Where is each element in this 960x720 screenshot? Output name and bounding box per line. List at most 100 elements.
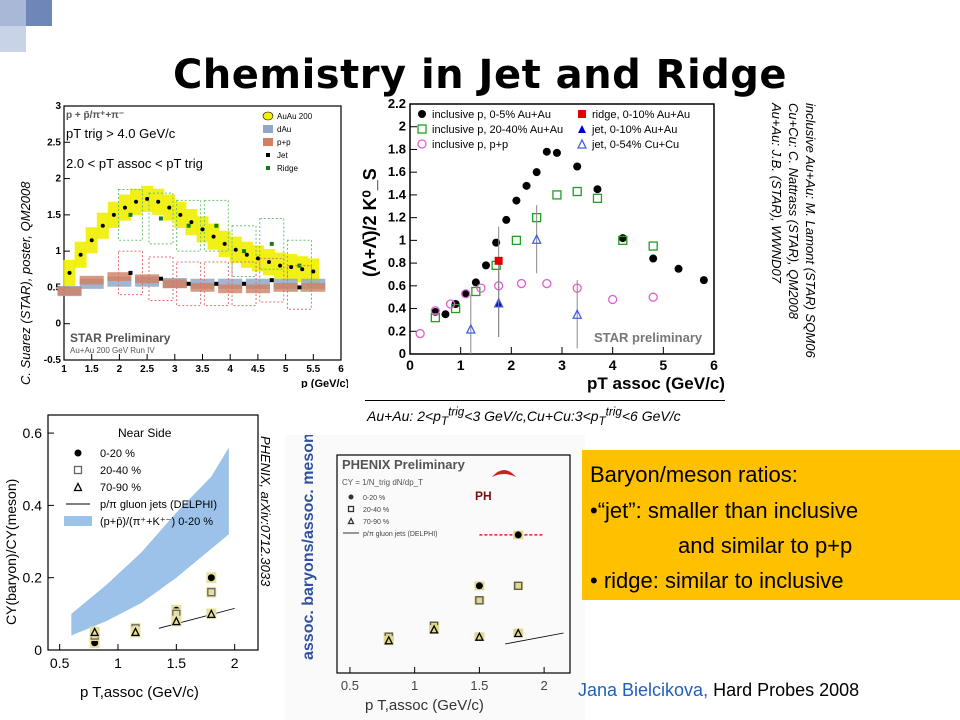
chart-title: p + p̄/π⁺+π⁻ [66, 110, 124, 121]
x-tick-label: 5.5 [306, 364, 320, 375]
auau-point [311, 269, 316, 274]
y-tick-label: 0.2 [23, 570, 43, 586]
jet-box [148, 256, 174, 301]
x-tick-label: 4 [609, 357, 617, 373]
data-point [415, 328, 425, 339]
legend-marker [347, 517, 355, 525]
legend-label: inclusive p, 20-40% Au+Au [432, 124, 563, 136]
x-axis-label: p T,assoc (GeV/c) [80, 684, 199, 701]
x-tick-label: 3.5 [196, 364, 210, 375]
annotation-trig: pT trig > 4.0 GeV/c [66, 126, 176, 141]
sys-box [206, 586, 217, 598]
y-tick-label: 0.4 [23, 497, 43, 513]
data-point [384, 635, 394, 645]
x-tick-label: 4.5 [251, 364, 265, 375]
jet-point [186, 281, 191, 286]
pp-band [135, 274, 160, 284]
ridge-box [117, 188, 143, 241]
y-axis-label: assoc. baryons/assoc. mesons [300, 435, 317, 660]
sys-box [383, 635, 394, 645]
y-tick-label: 0.8 [388, 255, 406, 270]
corner-square-1 [0, 0, 26, 26]
x-tick-label: 2 [117, 364, 123, 375]
jet-box [259, 257, 285, 303]
sys-box [206, 608, 217, 620]
data-point [445, 299, 456, 309]
pp-band [301, 283, 326, 292]
chart-lambda-k0s: 0 1 2 3 4 5 6 0 0.2 0.4 0.6 0.8 1 1.2 1.4 1.6 1.8 2 2.2 (Λ+… [360, 96, 725, 393]
footer-conference: Hard Probes 2008 [708, 680, 860, 700]
data-point [608, 294, 618, 305]
pp-band [273, 283, 298, 292]
x-tick-label: 2 [540, 678, 547, 693]
pp-band [162, 279, 187, 289]
data-point [572, 186, 582, 197]
data-point [648, 241, 658, 251]
jet-point [297, 285, 302, 290]
data-point [531, 233, 542, 244]
legend-marker [266, 153, 270, 157]
x-tick-label: 5 [283, 364, 289, 375]
jet-point [242, 281, 247, 286]
legend-marker [347, 505, 355, 513]
chart-near-side: 0.5 1 1.5 2 0 0.2 0.4 0.6 CY(baryon)/CY(meson) p … [3, 414, 259, 701]
data-point [206, 608, 216, 618]
dau-band [245, 278, 270, 289]
y-tick-label: 1.8 [388, 141, 406, 156]
data-point [90, 626, 100, 637]
mid-caption: Au+Au: 2<pTtrig<3 GeV/c,Cu+Cu:3<pTtrig<6… [367, 405, 681, 427]
y-tick-label: 0 [399, 346, 406, 361]
data-point [475, 596, 484, 605]
delphi-line [158, 608, 235, 629]
auau-point [122, 205, 127, 210]
pp-band [57, 286, 82, 296]
jet-box [117, 250, 143, 296]
data-point [516, 278, 527, 289]
legend-label: dAu [277, 125, 291, 134]
sys-box [429, 625, 440, 634]
corner-square-3 [0, 26, 26, 52]
legend-label: p+p [277, 138, 291, 147]
data-point [542, 147, 551, 156]
data-point [648, 292, 658, 302]
y-tick-label: 0 [55, 319, 61, 330]
jet-point [158, 276, 163, 281]
legend-marker [74, 449, 82, 457]
ridge-point [269, 241, 274, 246]
y-tick-label: 1 [399, 232, 406, 247]
data-point [207, 588, 216, 597]
legend-label: inclusive p, 0-5% Au+Au [432, 109, 551, 121]
auau-point [278, 263, 283, 268]
sys-box [513, 581, 524, 591]
jet-box [176, 261, 202, 307]
ridge-box [259, 217, 285, 270]
sys-box [474, 632, 485, 642]
legend-marker [262, 111, 274, 121]
x-axis-label: p (GeV/c) [301, 378, 348, 388]
y-tick-label: 0.6 [23, 425, 43, 441]
mid-caption-rule [365, 400, 725, 401]
ridge-point [186, 223, 191, 228]
y-tick-label: 1 [55, 246, 61, 257]
legend-label: AuAu 200 [277, 112, 313, 121]
y-tick-label: 2.5 [47, 137, 61, 148]
sys-box [474, 595, 485, 605]
legend-label: 70-90 % [100, 482, 141, 494]
data-point [91, 639, 99, 647]
dau-band [107, 276, 132, 287]
data-point [542, 278, 552, 289]
y-tick-label: 0.4 [388, 301, 407, 316]
data-point [430, 306, 440, 316]
ridge-box [148, 192, 174, 245]
jet-box [203, 261, 229, 307]
jet-point [128, 270, 133, 275]
left-credit: C. Suarez (STAR), poster, QM2008 [18, 181, 33, 386]
ridge-point [158, 216, 163, 221]
sys-box [130, 626, 141, 638]
x-tick-label: 2 [231, 655, 239, 671]
data-point [171, 616, 181, 626]
x-tick-label: 1 [114, 655, 122, 671]
legend-label: 0-20 % [363, 495, 385, 502]
sys-box [513, 628, 524, 638]
data-point [130, 626, 141, 637]
